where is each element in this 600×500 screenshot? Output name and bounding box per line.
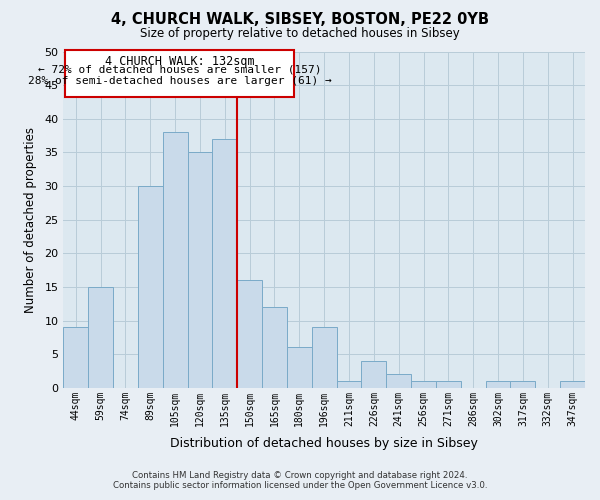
Bar [386, 374, 411, 388]
Bar [212, 139, 237, 388]
Text: Size of property relative to detached houses in Sibsey: Size of property relative to detached ho… [140, 28, 460, 40]
Bar [64, 328, 88, 388]
Text: Contains HM Land Registry data © Crown copyright and database right 2024.
Contai: Contains HM Land Registry data © Crown c… [113, 470, 487, 490]
Text: 4 CHURCH WALK: 132sqm: 4 CHURCH WALK: 132sqm [104, 55, 254, 68]
Bar [188, 152, 212, 388]
Bar [411, 381, 436, 388]
Text: 28% of semi-detached houses are larger (61) →: 28% of semi-detached houses are larger (… [28, 76, 331, 86]
Bar [287, 348, 312, 388]
Bar [337, 381, 361, 388]
Bar [88, 287, 113, 388]
Bar [237, 280, 262, 388]
X-axis label: Distribution of detached houses by size in Sibsey: Distribution of detached houses by size … [170, 437, 478, 450]
Bar [436, 381, 461, 388]
Bar [262, 307, 287, 388]
Bar [163, 132, 188, 388]
Text: 4, CHURCH WALK, SIBSEY, BOSTON, PE22 0YB: 4, CHURCH WALK, SIBSEY, BOSTON, PE22 0YB [111, 12, 489, 28]
Y-axis label: Number of detached properties: Number of detached properties [25, 126, 37, 312]
Bar [361, 361, 386, 388]
Bar [511, 381, 535, 388]
Bar [312, 328, 337, 388]
Bar [560, 381, 585, 388]
Bar [65, 50, 295, 97]
Bar [485, 381, 511, 388]
Text: ← 72% of detached houses are smaller (157): ← 72% of detached houses are smaller (15… [38, 65, 321, 75]
Bar [138, 186, 163, 388]
